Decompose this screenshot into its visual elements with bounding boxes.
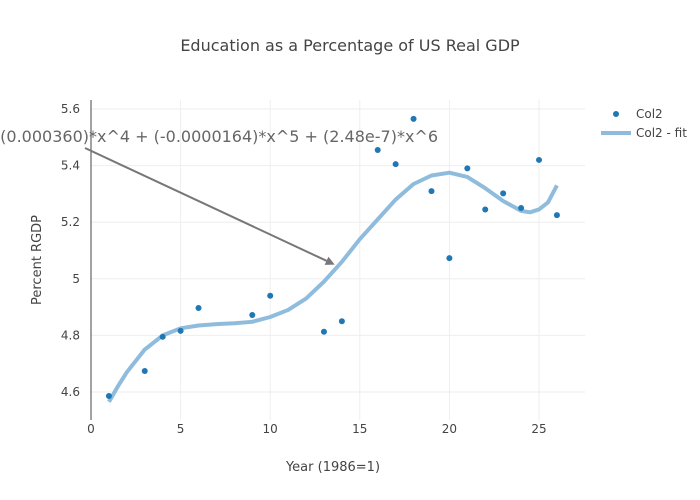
data-point[interactable] bbox=[392, 161, 399, 168]
data-point[interactable] bbox=[105, 392, 112, 399]
data-point[interactable] bbox=[410, 115, 417, 122]
data-point[interactable] bbox=[500, 190, 507, 197]
data-point[interactable] bbox=[464, 165, 471, 172]
data-point[interactable] bbox=[518, 205, 525, 212]
legend-label-col2[interactable]: Col2 bbox=[636, 107, 663, 121]
data-point[interactable] bbox=[428, 188, 435, 195]
y-ticks: 4.6 4.8 5 5.2 5.4 5.6 bbox=[61, 102, 80, 399]
x-tick-label: 20 bbox=[442, 422, 457, 436]
legend-label-fit[interactable]: Col2 - fit bbox=[636, 126, 687, 140]
grid bbox=[91, 100, 585, 420]
y-tick-label: 5 bbox=[72, 272, 80, 286]
chart-title: Education as a Percentage of US Real GDP bbox=[180, 36, 520, 55]
x-ticks: 0 5 10 15 20 25 bbox=[87, 422, 546, 436]
annotation-arrowhead bbox=[324, 256, 335, 265]
annotation-text: 5)*x^3 + (0.000360)*x^4 + (-0.0000164)*x… bbox=[0, 127, 438, 146]
x-tick-label: 15 bbox=[352, 422, 367, 436]
annotation-arrow bbox=[84, 147, 327, 262]
data-point[interactable] bbox=[141, 368, 148, 375]
annotation: 5)*x^3 + (0.000360)*x^4 + (-0.0000164)*x… bbox=[0, 127, 438, 265]
y-tick-label: 4.8 bbox=[61, 328, 80, 342]
x-tick-label: 5 bbox=[177, 422, 185, 436]
data-point[interactable] bbox=[159, 333, 166, 340]
y-tick-label: 5.4 bbox=[61, 159, 80, 173]
data-point[interactable] bbox=[338, 318, 345, 325]
scatter-series bbox=[105, 115, 560, 399]
x-tick-label: 10 bbox=[263, 422, 278, 436]
fit-series bbox=[107, 170, 559, 403]
legend-marker-col2 bbox=[613, 111, 619, 117]
data-point[interactable] bbox=[249, 312, 256, 319]
x-axis-label: Year (1986=1) bbox=[285, 460, 380, 475]
y-tick-label: 5.2 bbox=[61, 215, 80, 229]
data-point[interactable] bbox=[536, 156, 542, 163]
x-tick-label: 25 bbox=[531, 422, 546, 436]
data-point[interactable] bbox=[446, 255, 453, 262]
legend[interactable]: Col2 Col2 - fit bbox=[601, 107, 687, 140]
data-point[interactable] bbox=[267, 292, 274, 299]
data-point[interactable] bbox=[177, 327, 184, 334]
y-tick-label: 5.6 bbox=[61, 102, 80, 116]
x-tick-label: 0 bbox=[87, 422, 95, 436]
y-tick-label: 4.6 bbox=[61, 385, 80, 399]
data-point[interactable] bbox=[553, 212, 560, 219]
data-point[interactable] bbox=[374, 147, 381, 154]
y-axis-label: Percent RGDP bbox=[30, 215, 45, 305]
data-point[interactable] bbox=[195, 304, 202, 311]
fit-line bbox=[107, 170, 559, 403]
data-point[interactable] bbox=[482, 206, 489, 213]
data-point[interactable] bbox=[320, 328, 327, 335]
